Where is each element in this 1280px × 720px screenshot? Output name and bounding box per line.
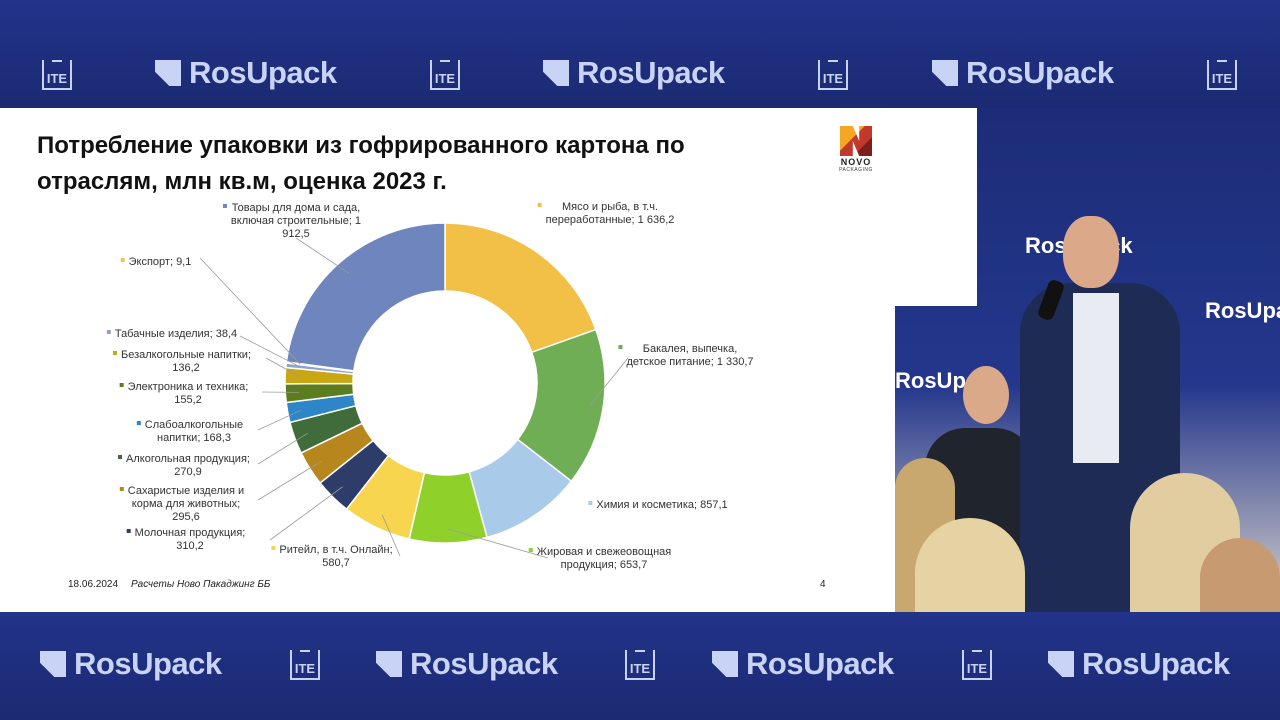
label-color-key (118, 455, 123, 459)
chart-leader-lines (199, 237, 629, 559)
seated-person-head (963, 366, 1009, 424)
top-banner (0, 0, 1280, 108)
label-color-key (119, 383, 124, 387)
label-color-key (537, 203, 542, 207)
video-backdrop-logo-text: RosUpack (1205, 298, 1280, 323)
leader-line (381, 514, 401, 557)
slide-date: 18.06.2024 (68, 579, 119, 590)
data-label: Химия и косметика; 857,1 (596, 499, 727, 511)
label-color-key (112, 351, 117, 355)
label-color-key (126, 529, 131, 533)
data-label: Алкогольная продукция; 270,9 (126, 453, 250, 478)
rosupack-mark-icon (712, 651, 738, 677)
ite-logo-text: ITE (822, 71, 844, 86)
rosupack-logo-text: RosUpack (189, 55, 337, 90)
leader-line (588, 357, 629, 407)
donut-chart: Мясо и рыба, в т.ч. переработанные; 1 636… (106, 201, 754, 571)
label-color-key (588, 501, 593, 505)
novo-packaging-logo: NOVO PACKAGING (833, 126, 879, 173)
audience-person (915, 518, 1025, 612)
rosupack-logo: RosUpack (932, 55, 1114, 91)
slide-edge (895, 108, 977, 306)
label-color-key (271, 546, 276, 550)
slide-title-line1: Потребление упаковки из гофрированного к… (37, 132, 685, 159)
data-label: Бакалея, выпечка, детское питание; 1 330,… (626, 343, 753, 368)
data-label: Молочная продукция; 310,2 (135, 527, 246, 552)
slide-title: Потребление упаковки из гофрированного к… (37, 128, 797, 200)
label-color-key (136, 421, 141, 425)
data-label: Безалкогольные напитки; 136,2 (121, 349, 251, 374)
leader-line (257, 432, 309, 465)
rosupack-mark-icon (376, 651, 402, 677)
leader-line (199, 257, 301, 365)
ite-logo: ITE (962, 650, 992, 680)
rosupack-logo-text: RosUpack (746, 646, 894, 681)
rosupack-logo: RosUpack (712, 646, 894, 682)
rosupack-logo-text: RosUpack (1082, 646, 1230, 681)
speaker-head (1063, 216, 1119, 288)
data-label: Электроника и техника; 155,2 (128, 381, 249, 406)
slide-title-line2: отраслям, млн кв.м, оценка 2023 г. (37, 168, 447, 195)
ite-logo: ITE (1207, 60, 1237, 90)
data-label: Мясо и рыба, в т.ч. переработанные; 1 636… (546, 201, 675, 226)
chart-slices (284, 222, 606, 544)
ite-logo-text: ITE (966, 661, 988, 676)
leader-line (269, 486, 343, 541)
leader-line (239, 335, 301, 368)
data-label: Экспорт; 9,1 (129, 256, 192, 268)
rosupack-mark-icon (543, 60, 569, 86)
ite-logo: ITE (430, 60, 460, 90)
leader-line (257, 409, 302, 431)
label-color-key (119, 487, 124, 491)
leader-line (447, 528, 549, 559)
data-label: Товары для дома и сада, включая строитель… (231, 202, 361, 240)
data-label: Слабоалкогольные напитки; 168,3 (145, 419, 243, 444)
label-color-key (222, 204, 227, 208)
audience-person (1200, 538, 1280, 612)
donut-slice (285, 222, 446, 372)
slide-page-number: 4 (820, 579, 826, 590)
ite-logo: ITE (42, 60, 72, 90)
rosupack-logo: RosUpack (543, 55, 725, 91)
leader-line (295, 237, 350, 274)
rosupack-logo-text: RosUpack (74, 646, 222, 681)
rosupack-mark-icon (932, 60, 958, 86)
rosupack-logo-text: RosUpack (410, 646, 558, 681)
data-label: Ритейл, в т.ч. Онлайн; 580,7 (279, 544, 392, 569)
donut-slice (444, 222, 597, 354)
label-color-key (106, 330, 111, 334)
rosupack-logo: RosUpack (40, 646, 222, 682)
ite-logo: ITE (290, 650, 320, 680)
ite-logo-text: ITE (434, 71, 456, 86)
video-backdrop-logo: RosUpack (1205, 298, 1280, 324)
ite-logo-text: ITE (294, 661, 316, 676)
slide-source: Расчеты Ново Пакаджинг ББ (131, 579, 271, 590)
ite-logo: ITE (818, 60, 848, 90)
label-color-key (528, 548, 533, 552)
leader-line (265, 357, 300, 377)
speaker-shirt (1073, 293, 1119, 463)
rosupack-logo-text: RosUpack (577, 55, 725, 90)
rosupack-logo-text: RosUpack (966, 55, 1114, 90)
novo-logo-subtext: PACKAGING (839, 167, 873, 173)
rosupack-mark-icon (155, 60, 181, 86)
rosupack-logo: RosUpack (155, 55, 337, 91)
rosupack-logo: RosUpack (1048, 646, 1230, 682)
rosupack-mark-icon (40, 651, 66, 677)
leader-line (257, 460, 322, 501)
data-label: Сахаристые изделия и корма для животных; 2… (128, 485, 244, 523)
rosupack-mark-icon (1048, 651, 1074, 677)
rosupack-logo: RosUpack (376, 646, 558, 682)
chart-data-labels: Мясо и рыба, в т.ч. переработанные; 1 636… (106, 201, 754, 571)
ite-logo-text: ITE (629, 661, 651, 676)
data-label: Табачные изделия; 38,4 (115, 328, 237, 340)
ite-logo-text: ITE (46, 71, 68, 86)
ite-logo-text: ITE (1211, 71, 1233, 86)
ite-logo: ITE (625, 650, 655, 680)
label-color-key (120, 258, 125, 262)
data-label: Жировая и свежеовощная продукция; 653,7 (537, 546, 671, 571)
novo-logo-text: NOVO (840, 157, 872, 167)
label-color-key (618, 345, 623, 349)
